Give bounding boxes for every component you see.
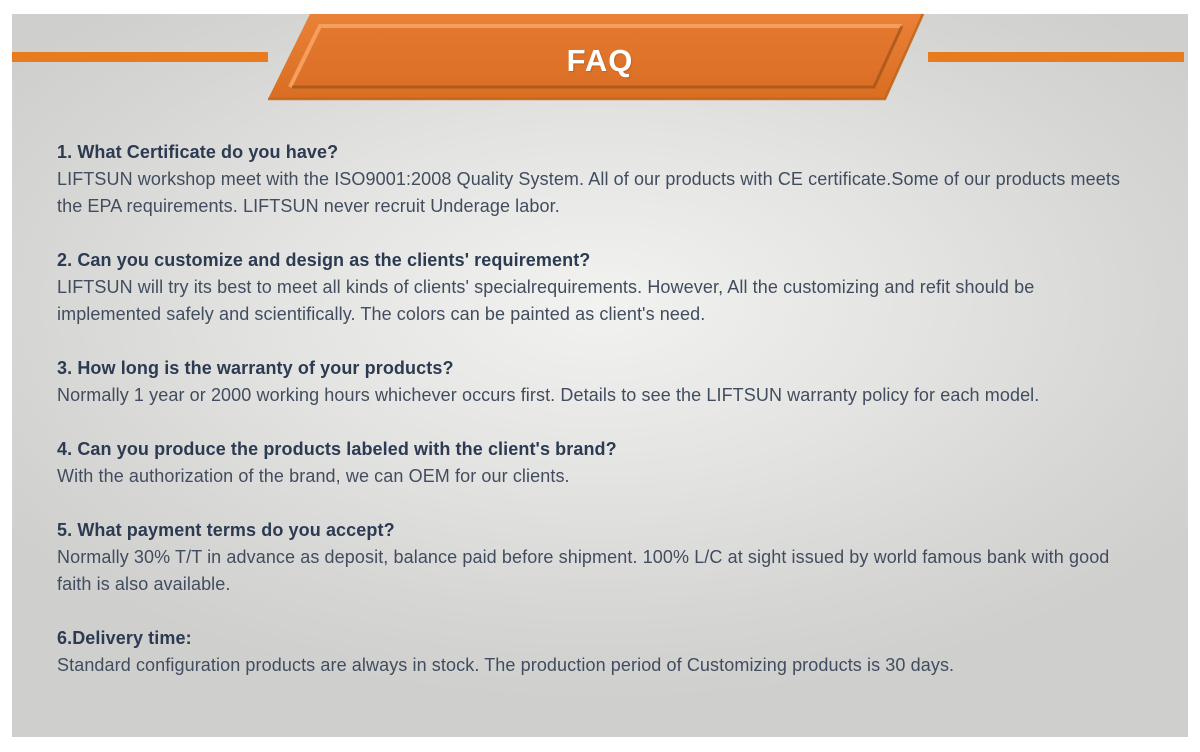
- ribbon-outer-shadow: [268, 13, 925, 101]
- faq-item: 6.Delivery time: Standard configuration …: [57, 625, 1135, 679]
- question-text: 5. What payment terms do you accept?: [57, 520, 395, 540]
- faq-item: 5. What payment terms do you accept? Nor…: [57, 517, 1135, 598]
- faq-list: 1. What Certificate do you have? LIFTSUN…: [57, 139, 1135, 706]
- faq-item: 1. What Certificate do you have? LIFTSUN…: [57, 139, 1135, 220]
- ribbon-bevel-shadow: [292, 25, 904, 89]
- divider-line-left: [12, 52, 268, 62]
- answer-text: Normally 30% T/T in advance as deposit, …: [57, 547, 1110, 594]
- question-text: 2. Can you customize and design as the c…: [57, 250, 591, 270]
- ribbon-bevel-highlight: [288, 24, 902, 88]
- question-text: 6.Delivery time:: [57, 628, 192, 648]
- banner-title: FAQ: [566, 43, 634, 78]
- answer-text: LIFTSUN workshop meet with the ISO9001:2…: [57, 169, 1121, 216]
- ribbon-inner-shape: [290, 26, 902, 87]
- content-panel: [12, 14, 1188, 737]
- faq-item: 2. Can you customize and design as the c…: [57, 247, 1135, 328]
- ribbon-shape-icon: [268, 13, 925, 101]
- faq-ribbon-banner: FAQ: [0, 0, 1200, 110]
- faq-item: 4. Can you produce the products labeled …: [57, 436, 1135, 490]
- answer-text: With the authorization of the brand, we …: [57, 466, 570, 486]
- question-text: 3. How long is the warranty of your prod…: [57, 358, 454, 378]
- divider-line-right: [928, 52, 1184, 62]
- answer-text: LIFTSUN will try its best to meet all ki…: [57, 277, 1035, 324]
- question-text: 1. What Certificate do you have?: [57, 142, 339, 162]
- answer-text: Standard configuration products are alwa…: [57, 655, 955, 675]
- question-text: 4. Can you produce the products labeled …: [57, 439, 617, 459]
- answer-text: Normally 1 year or 2000 working hours wh…: [57, 385, 1040, 405]
- faq-item: 3. How long is the warranty of your prod…: [57, 355, 1135, 409]
